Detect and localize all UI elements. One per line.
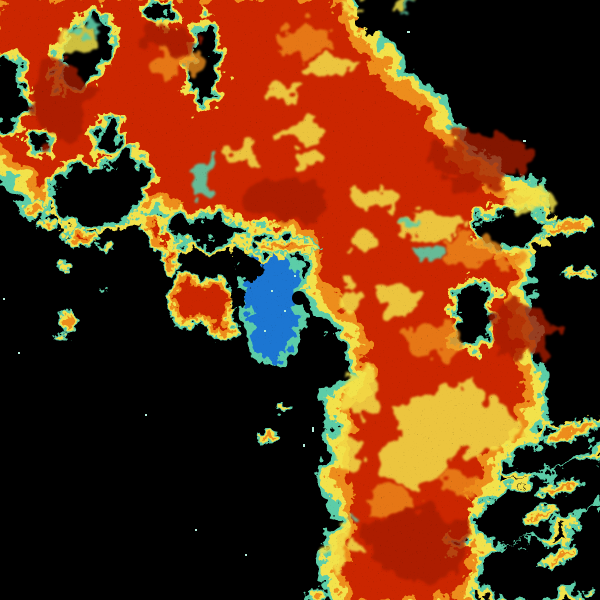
- radar-site-marker: [292, 291, 306, 305]
